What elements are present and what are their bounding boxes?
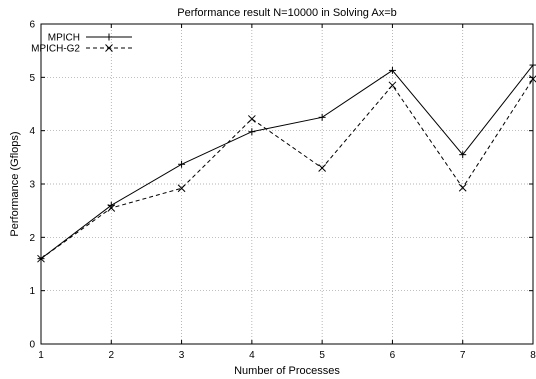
legend-label: MPICH [48, 33, 80, 44]
data-point-mpich-g2 [388, 81, 397, 90]
data-point-mpich [529, 61, 536, 69]
series-mpich-g2 [37, 75, 536, 263]
x-tick-label: 7 [460, 350, 466, 361]
x-tick-label: 1 [38, 350, 44, 361]
x-axis-label: Number of Processes [234, 365, 340, 377]
series-line-mpich [40, 64, 534, 260]
data-point-mpich [388, 66, 396, 74]
data-point-mpich-g2 [248, 115, 256, 123]
x-tick-label: 4 [249, 350, 255, 361]
data-point-mpich [248, 128, 256, 136]
y-tick-label: 6 [29, 20, 35, 31]
legend-marker [105, 44, 113, 52]
data-point-mpich-g2 [529, 75, 536, 83]
x-tick-label: 5 [319, 350, 325, 361]
x-tick-label: 6 [390, 350, 396, 361]
series-line-mpich-g2 [40, 78, 534, 260]
y-tick-label: 3 [29, 180, 35, 191]
x-tick-label: 8 [530, 350, 536, 361]
legend-marker [105, 33, 113, 41]
legend-label: MPICH-G2 [31, 44, 80, 55]
series-layer [37, 61, 536, 263]
data-point-mpich [178, 160, 186, 168]
data-point-mpich-g2 [318, 164, 326, 172]
series-mpich [37, 61, 536, 263]
y-tick-label: 1 [29, 286, 35, 297]
gridlines [41, 24, 533, 344]
y-tick-label: 0 [29, 340, 35, 351]
data-point-mpich-g2 [177, 184, 186, 193]
data-point-mpich [318, 113, 326, 121]
data-point-mpich-g2 [37, 254, 45, 263]
y-tick-label: 4 [29, 126, 35, 137]
x-tick-label: 3 [179, 350, 185, 361]
data-point-mpich-g2 [107, 204, 116, 212]
y-axis-label: Performance (Gflops) [9, 131, 21, 236]
legend-item-mpich-g2: MPICH-G2 [31, 44, 132, 55]
chart-title: Performance result N=10000 in Solving Ax… [177, 7, 397, 19]
data-point-mpich-g2 [458, 183, 467, 192]
y-tick-label: 2 [29, 233, 35, 244]
y-tick-label: 5 [29, 73, 35, 84]
data-point-mpich [459, 151, 467, 159]
x-tick-label: 2 [109, 350, 115, 361]
legend-item-mpich: MPICH [48, 33, 132, 44]
